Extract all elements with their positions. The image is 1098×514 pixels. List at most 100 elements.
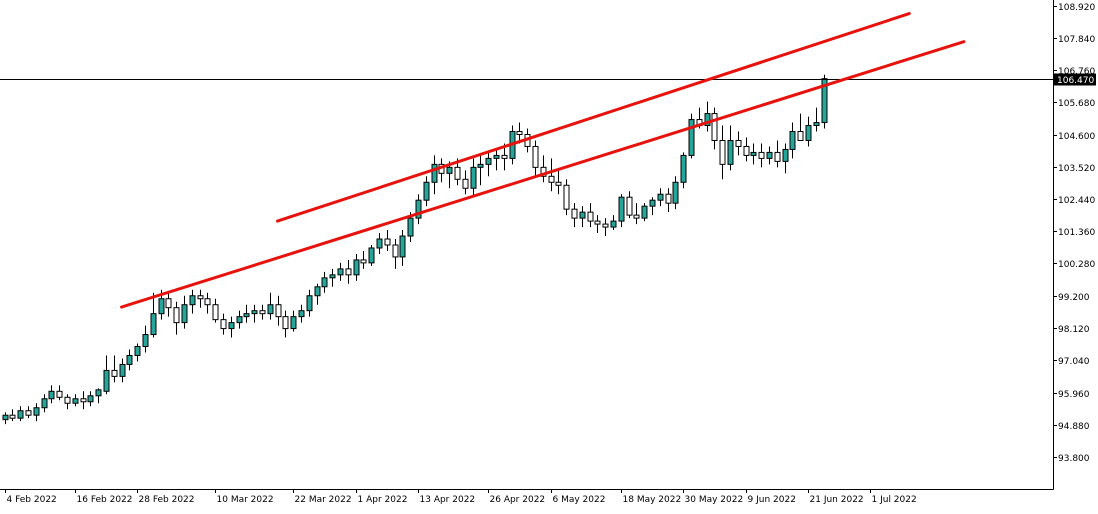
candle-bullish [228,322,235,330]
trendline[interactable] [276,12,911,223]
candle-bullish [610,220,617,228]
candle-bullish [95,389,102,397]
x-tick-label: 4 Feb 2022 [7,495,57,505]
candle-bullish [477,163,484,168]
candle-bullish [415,199,422,219]
candle-bearish [797,131,804,141]
candle-bearish [259,310,266,315]
candle-bullish [17,410,24,419]
candle-bullish [33,407,40,416]
y-tick-label: 100.280 [1058,260,1095,270]
candle-bearish [392,244,399,258]
y-tick-label: 97.040 [1058,357,1090,367]
candle-bullish [641,205,648,219]
candle-bullish [766,151,773,159]
candle-bullish [657,193,664,201]
candle-bearish [735,139,742,147]
candle-bearish [282,316,289,330]
candle-bearish [9,414,16,419]
y-tick-label: 95.960 [1058,390,1090,400]
x-tick-label: 16 Feb 2022 [77,495,133,505]
candle-bullish [314,286,321,297]
candle-bullish [298,310,305,318]
x-tick-label: 1 Apr 2022 [358,495,408,505]
candle-bullish [579,211,586,219]
candle-bullish [805,125,812,141]
candle-bearish [571,208,578,219]
candle-bearish [711,113,718,141]
candle-bearish [633,214,640,219]
x-tick-label: 26 Apr 2022 [490,495,546,505]
y-tick-label: 103.520 [1058,164,1095,174]
y-tick-label: 105.680 [1058,99,1095,109]
x-tick-label: 30 May 2022 [685,495,744,505]
candle-bearish [212,304,219,321]
candle-bullish [431,163,438,183]
candle-bullish [329,274,336,279]
candle-bullish [353,259,360,276]
y-tick-label: 93.800 [1058,454,1090,464]
y-tick-label: 102.440 [1058,196,1095,206]
candle-bullish [150,313,157,336]
candle-bearish [80,398,87,403]
y-tick-label: 107.840 [1058,35,1095,45]
candle-bearish [758,151,765,159]
candle-bullish [236,316,243,324]
candle-bearish [345,268,352,276]
y-tick-label: 106.760 [1058,67,1095,77]
candle-bearish [454,166,461,180]
x-tick-label: 13 Apr 2022 [420,495,476,505]
y-tick-label: 99.200 [1058,293,1090,303]
x-tick-label: 10 Mar 2022 [217,495,274,505]
candle-bullish [41,398,48,409]
candle-bullish [470,166,477,189]
candle-bullish [103,369,110,392]
candle-bearish [204,298,211,306]
candle-bearish [275,304,282,318]
candle-bearish [532,145,539,168]
x-tick-label: 1 Jul 2022 [872,495,917,505]
candle-bearish [220,319,227,330]
candle-bearish [25,410,32,416]
candle-bearish [555,181,562,186]
candle-bearish [516,131,523,135]
candle-bearish [563,184,570,210]
candle-bullish [2,414,9,421]
candle-bullish [704,113,711,127]
candle-bullish [134,346,141,356]
candle-bearish [548,175,555,183]
candle-bullish [290,316,297,330]
candle-bearish [665,193,672,204]
x-tick-label: 21 Jun 2022 [810,495,864,505]
candle-bullish [243,313,250,318]
y-tick-label: 94.880 [1058,422,1090,432]
candle-bullish [251,310,258,315]
trendline[interactable] [120,40,966,309]
candle-bullish [672,181,679,204]
candle-bullish [189,295,196,306]
candle-bearish [111,369,118,377]
candle-bullish [142,334,149,348]
candle-bearish [743,145,750,156]
candle-bullish [158,298,165,315]
candle-bearish [587,211,594,222]
candle-bearish [462,178,469,189]
x-tick-label: 28 Feb 2022 [139,495,195,505]
candle-bearish [384,238,391,246]
candle-bearish [64,396,71,404]
candle-bullish [119,363,126,377]
x-tick-label: 18 May 2022 [623,495,682,505]
candle-bullish [813,122,820,127]
candle-bullish [399,235,406,258]
candle-bearish [594,220,601,225]
candle-bullish [181,304,188,324]
x-tick-label: 6 May 2022 [553,495,606,505]
candle-bullish [789,131,796,150]
y-tick-label: 108.920 [1058,3,1095,13]
candle-bullish [407,217,414,237]
candle-bullish [337,268,344,276]
candle-bearish [360,259,367,264]
candle-bullish [48,390,55,400]
y-tick-label: 104.600 [1058,132,1095,142]
